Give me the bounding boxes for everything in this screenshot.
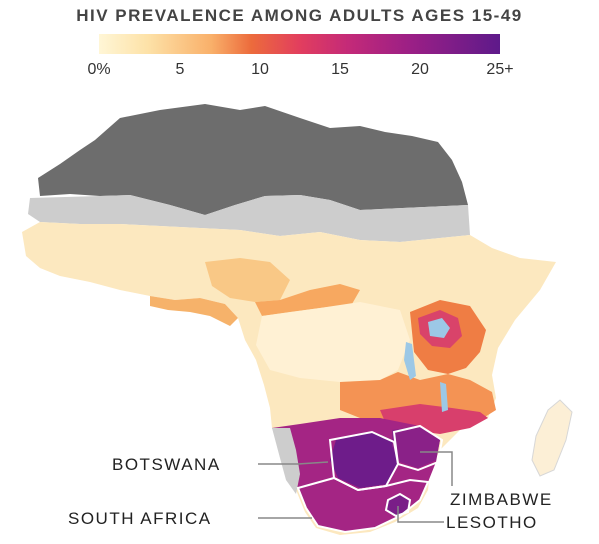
lesotho-leader	[397, 506, 444, 523]
cameroon-car	[255, 284, 360, 316]
label-zimbabwe: ZIMBABWE	[450, 490, 553, 509]
zimbabwe-region	[392, 426, 440, 468]
west-africa-coast	[150, 296, 238, 326]
south-africa-border	[296, 476, 430, 534]
legend-tick-0: 0%	[87, 61, 111, 78]
legend-tick-10: 10	[251, 61, 269, 78]
nigeria-region	[205, 258, 290, 302]
lesotho-outline	[384, 492, 412, 518]
zimbabwe-border	[392, 424, 444, 472]
label-botswana: BOTSWANA	[112, 455, 221, 474]
zimbabwe-leader	[420, 451, 453, 486]
north-africa-no-data	[38, 104, 468, 215]
legend-tick-15: 15	[331, 61, 349, 78]
map-title: HIV PREVALENCE AMONG ADULTS AGES 15-49	[76, 6, 523, 25]
label-south-africa: SOUTH AFRICA	[68, 509, 212, 528]
botswana-region	[330, 432, 398, 488]
sahel-no-data	[28, 195, 470, 242]
lake-tanganyika	[404, 342, 416, 380]
central-africa	[256, 302, 410, 382]
namibia-coast	[272, 428, 300, 494]
legend-tick-25plus: 25+	[486, 61, 514, 78]
legend-tick-20: 20	[411, 61, 429, 78]
lake-malawi	[440, 382, 448, 412]
sub-saharan-africa	[22, 222, 556, 535]
lake-victoria	[428, 318, 450, 338]
legend-tick-5: 5	[175, 61, 185, 78]
botswana-leader	[258, 461, 329, 465]
label-lesotho: LESOTHO	[446, 513, 538, 532]
legend-color-bar	[99, 34, 500, 54]
madagascar	[531, 399, 573, 477]
